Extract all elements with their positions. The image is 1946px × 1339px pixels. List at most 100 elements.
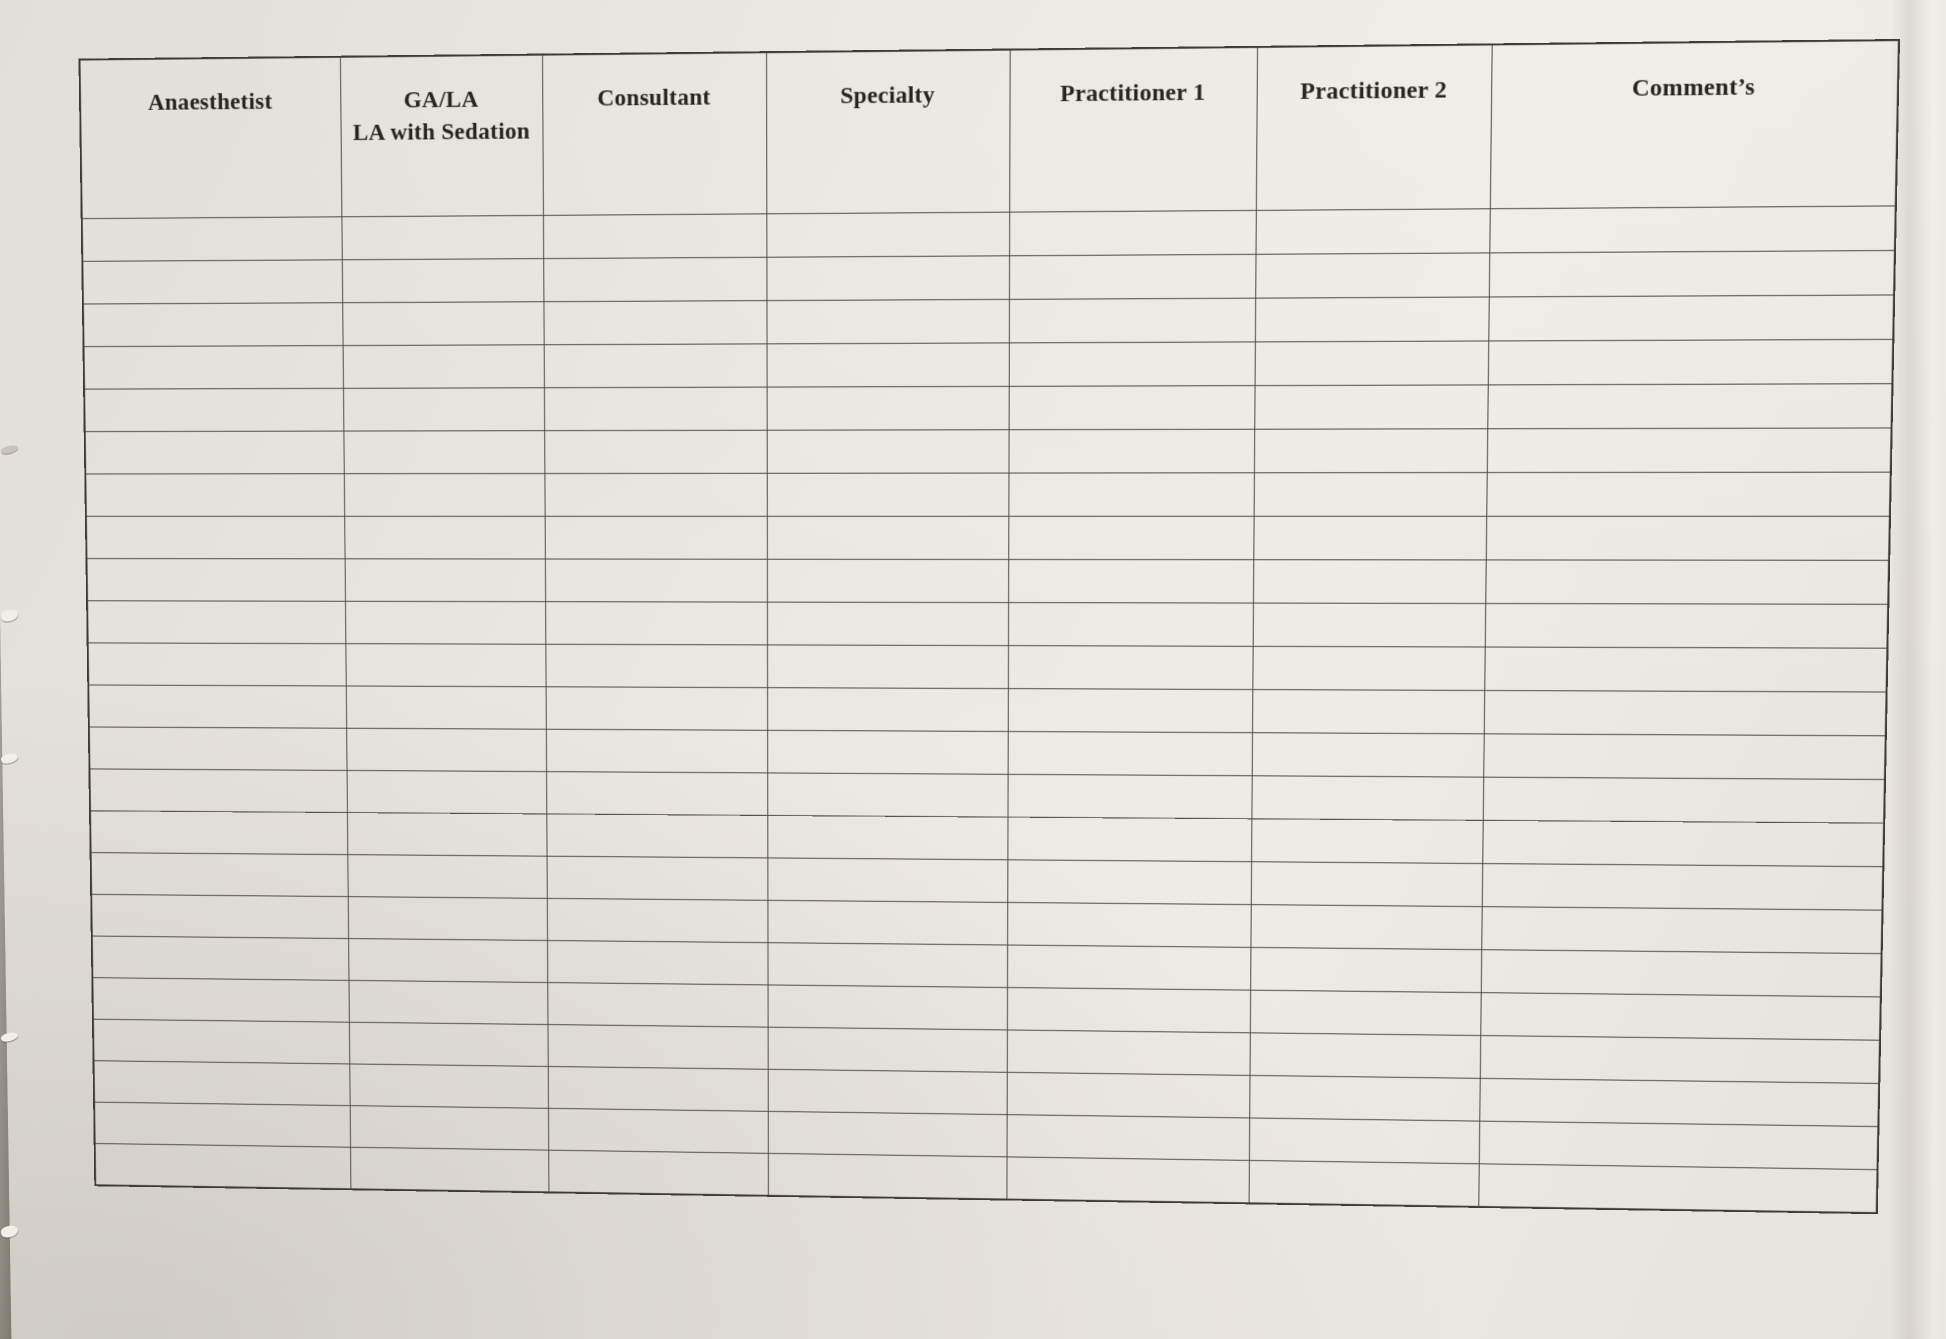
empty-cell bbox=[1482, 820, 1885, 867]
empty-cell bbox=[82, 259, 343, 305]
empty-cell bbox=[1006, 1114, 1250, 1161]
empty-cell bbox=[341, 215, 544, 260]
column-header-ga-la-sedation: GA/LA LA with Sedation bbox=[339, 54, 543, 217]
empty-cell bbox=[1251, 818, 1483, 864]
empty-cell bbox=[1480, 992, 1881, 1041]
empty-cell bbox=[83, 345, 344, 390]
empty-cell bbox=[1252, 559, 1486, 604]
empty-cell bbox=[545, 644, 768, 688]
empty-cell bbox=[1480, 949, 1882, 997]
column-header-practitioner-2: Practitioner 2 bbox=[1255, 44, 1492, 211]
empty-cell bbox=[1485, 516, 1890, 561]
empty-cell bbox=[1249, 1032, 1481, 1079]
empty-cell bbox=[1250, 861, 1483, 907]
empty-cell bbox=[544, 559, 767, 603]
empty-cell bbox=[1248, 1160, 1479, 1207]
empty-cell bbox=[1250, 947, 1482, 993]
table-row bbox=[84, 383, 1893, 432]
form-table-container: Anaesthetist GA/LA LA with Sedation Consul… bbox=[78, 38, 1901, 1215]
empty-cell bbox=[347, 854, 547, 899]
empty-cell bbox=[348, 980, 548, 1025]
empty-cell bbox=[548, 1150, 768, 1196]
empty-cell bbox=[1008, 254, 1256, 300]
empty-cell bbox=[1484, 647, 1888, 693]
table-row bbox=[85, 472, 1891, 517]
empty-cell bbox=[1252, 603, 1486, 648]
empty-cell bbox=[84, 388, 344, 432]
table-row bbox=[84, 427, 1892, 474]
empty-cell bbox=[767, 984, 1008, 1030]
empty-cell bbox=[1008, 472, 1254, 517]
empty-cell bbox=[1251, 775, 1484, 821]
empty-cell bbox=[87, 600, 346, 644]
empty-cell bbox=[766, 559, 1009, 603]
empty-cell bbox=[347, 896, 548, 941]
column-header-consultant: Consultant bbox=[542, 52, 767, 216]
empty-cell bbox=[348, 1022, 548, 1067]
table-row bbox=[83, 339, 1894, 390]
empty-cell bbox=[343, 387, 545, 432]
empty-cell bbox=[1487, 339, 1894, 385]
empty-cell bbox=[1008, 429, 1255, 474]
empty-cell bbox=[1254, 384, 1488, 430]
empty-cell bbox=[766, 516, 1009, 560]
empty-cell bbox=[1253, 472, 1487, 517]
empty-cell bbox=[543, 257, 767, 302]
empty-cell bbox=[1254, 296, 1489, 342]
empty-cell bbox=[86, 558, 345, 602]
empty-cell bbox=[343, 430, 545, 474]
empty-cell bbox=[767, 772, 1008, 818]
empty-cell bbox=[1489, 205, 1896, 253]
empty-cell bbox=[767, 1069, 1007, 1115]
empty-cell bbox=[1251, 732, 1484, 778]
empty-cell bbox=[1483, 733, 1886, 780]
empty-cell bbox=[89, 768, 347, 813]
empty-cell bbox=[92, 977, 349, 1023]
empty-cell bbox=[85, 473, 345, 517]
empty-cell bbox=[350, 1147, 549, 1193]
empty-cell bbox=[1009, 210, 1256, 256]
empty-cell bbox=[542, 213, 767, 259]
empty-cell bbox=[85, 516, 345, 559]
empty-cell bbox=[546, 898, 768, 943]
empty-cell bbox=[88, 726, 347, 771]
empty-cell bbox=[767, 1111, 1007, 1157]
table-header-row: Anaesthetist GA/LA LA with Sedation Consul… bbox=[79, 40, 1899, 219]
empty-cell bbox=[1478, 1121, 1879, 1170]
empty-cell bbox=[1007, 731, 1253, 776]
empty-cell bbox=[545, 729, 768, 773]
table-row bbox=[82, 294, 1895, 347]
empty-cell bbox=[547, 1024, 768, 1070]
empty-cell bbox=[1248, 1117, 1480, 1164]
column-header-anaesthetist: Anaesthetist bbox=[79, 56, 342, 219]
empty-cell bbox=[766, 429, 1009, 474]
empty-cell bbox=[1483, 690, 1887, 736]
empty-cell bbox=[1008, 559, 1254, 604]
empty-cell bbox=[767, 644, 1008, 689]
empty-cell bbox=[1006, 1156, 1249, 1204]
empty-cell bbox=[342, 301, 544, 346]
empty-cell bbox=[1255, 208, 1490, 255]
empty-cell bbox=[766, 386, 1009, 431]
empty-cell bbox=[1255, 252, 1490, 299]
empty-cell bbox=[344, 558, 546, 602]
empty-cell bbox=[81, 216, 342, 262]
empty-cell bbox=[766, 602, 1009, 646]
empty-cell bbox=[349, 1105, 549, 1151]
empty-cell bbox=[1253, 428, 1488, 473]
empty-cell bbox=[1252, 646, 1485, 691]
empty-cell bbox=[84, 431, 344, 474]
column-header-comments: Comment’s bbox=[1489, 40, 1899, 209]
empty-cell bbox=[1007, 774, 1252, 819]
column-header-practitioner-1: Practitioner 1 bbox=[1009, 46, 1258, 213]
empty-cell bbox=[1007, 602, 1253, 647]
empty-cell bbox=[1007, 945, 1251, 991]
empty-cell bbox=[547, 940, 768, 985]
empty-cell bbox=[346, 728, 547, 772]
empty-cell bbox=[82, 302, 343, 347]
empty-cell bbox=[346, 770, 547, 814]
empty-cell bbox=[543, 387, 767, 431]
empty-cell bbox=[1249, 1075, 1480, 1122]
empty-cell bbox=[767, 730, 1008, 775]
